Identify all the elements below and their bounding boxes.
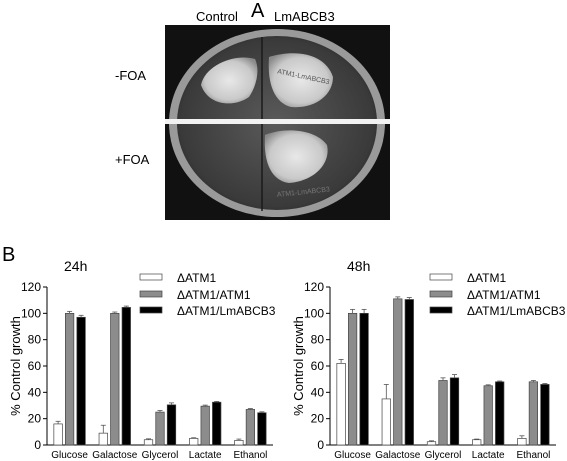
bar [359,312,369,446]
y-tick-label: 80 [28,333,42,347]
legend-label: ΔATM1 [177,271,216,285]
legend-swatch [429,290,453,298]
bar [189,438,199,446]
bar [404,299,414,446]
x-tick-label: Ethanol [233,450,267,461]
legend-swatch [429,273,453,281]
x-tick-label: Glycerol [425,450,462,461]
y-tick-label: 120 [304,280,324,294]
bar [245,409,255,446]
bar [347,312,358,446]
legend-swatch [139,273,163,281]
x-tick-label: Lactate [472,450,505,461]
legend-label: ΔATM1 [467,271,506,285]
y-tick-label: 100 [304,306,324,320]
y-tick-label: 20 [28,412,42,426]
column-label-control: Control [196,9,238,24]
x-tick-label: Ethanol [516,450,550,461]
y-axis-label: % Control growth [8,316,23,416]
bar [143,439,154,446]
petri-dish-photo: ATM1-LmABCB3 ATM1-LmABCB3 [165,25,390,220]
y-tick-label: 0 [34,438,41,452]
chart-title: 48h [347,258,370,274]
legend-swatch [139,306,163,314]
bar [200,405,210,446]
y-tick-label: 40 [311,385,325,399]
y-tick-label: 20 [311,412,325,426]
bar [528,381,538,446]
row-label-minus-foa: -FOA [115,68,147,83]
x-tick-label: Galactose [375,450,420,461]
bar [381,398,391,446]
x-tick-label: Galactose [92,450,137,461]
bar [155,411,165,446]
bar [64,312,75,446]
bar [449,377,460,446]
column-label-lmabcb3: LmABCB3 [274,9,335,24]
bar [110,312,120,446]
colony-lmabcb3-plus-foa [264,130,328,183]
bar [483,385,493,446]
y-tick-label: 120 [21,280,41,294]
y-tick-label: 60 [311,359,325,373]
x-tick-label: Glycerol [142,450,179,461]
legend-label: ΔATM1/ATM1 [467,288,541,302]
bar [393,298,403,446]
legend-label: ΔATM1/LmABCB3 [467,304,566,318]
colony-control-minus-foa [201,57,258,104]
y-tick-label: 40 [28,385,42,399]
y-axis-label: % Control growth [291,316,306,416]
bar [472,439,482,446]
row-label-plus-foa: +FOA [115,152,150,167]
colony-lmabcb3-minus-foa [268,53,333,108]
y-tick-label: 80 [311,333,325,347]
bar-chart-48h: 48h % Control growth 0 20 40 60 80 100 120 Glucos… [291,258,566,461]
y-tick-label: 60 [28,359,42,373]
bar [517,438,527,446]
chart-title: 24h [64,258,87,274]
bar [234,440,244,446]
bar [98,432,108,446]
x-tick-label: Glucose [334,450,371,461]
bar [166,404,177,446]
bar [336,363,346,446]
legend-swatch [139,290,163,298]
bar [53,423,63,446]
bar-chart-24h: 24h % Control growth 0 20 40 60 80 100 120 Glucos… [8,258,276,461]
bar [121,307,131,446]
bar [76,316,86,446]
bar [257,412,267,446]
legend-label: ΔATM1/ATM1 [177,288,251,302]
legend-swatch [429,306,453,314]
bar [438,380,448,446]
y-tick-label: 0 [317,438,324,452]
panel-b-letter: B [2,244,16,266]
panel-a-letter: A [251,0,265,22]
bar [495,381,505,446]
bar [212,401,222,446]
bar [540,384,550,446]
legend-label: ΔATM1/LmABCB3 [177,304,276,318]
x-tick-label: Glucose [51,450,88,461]
y-tick-label: 100 [21,306,41,320]
dish-divider-horizontal [165,119,390,124]
x-tick-label: Lactate [189,450,222,461]
bar [426,441,437,446]
